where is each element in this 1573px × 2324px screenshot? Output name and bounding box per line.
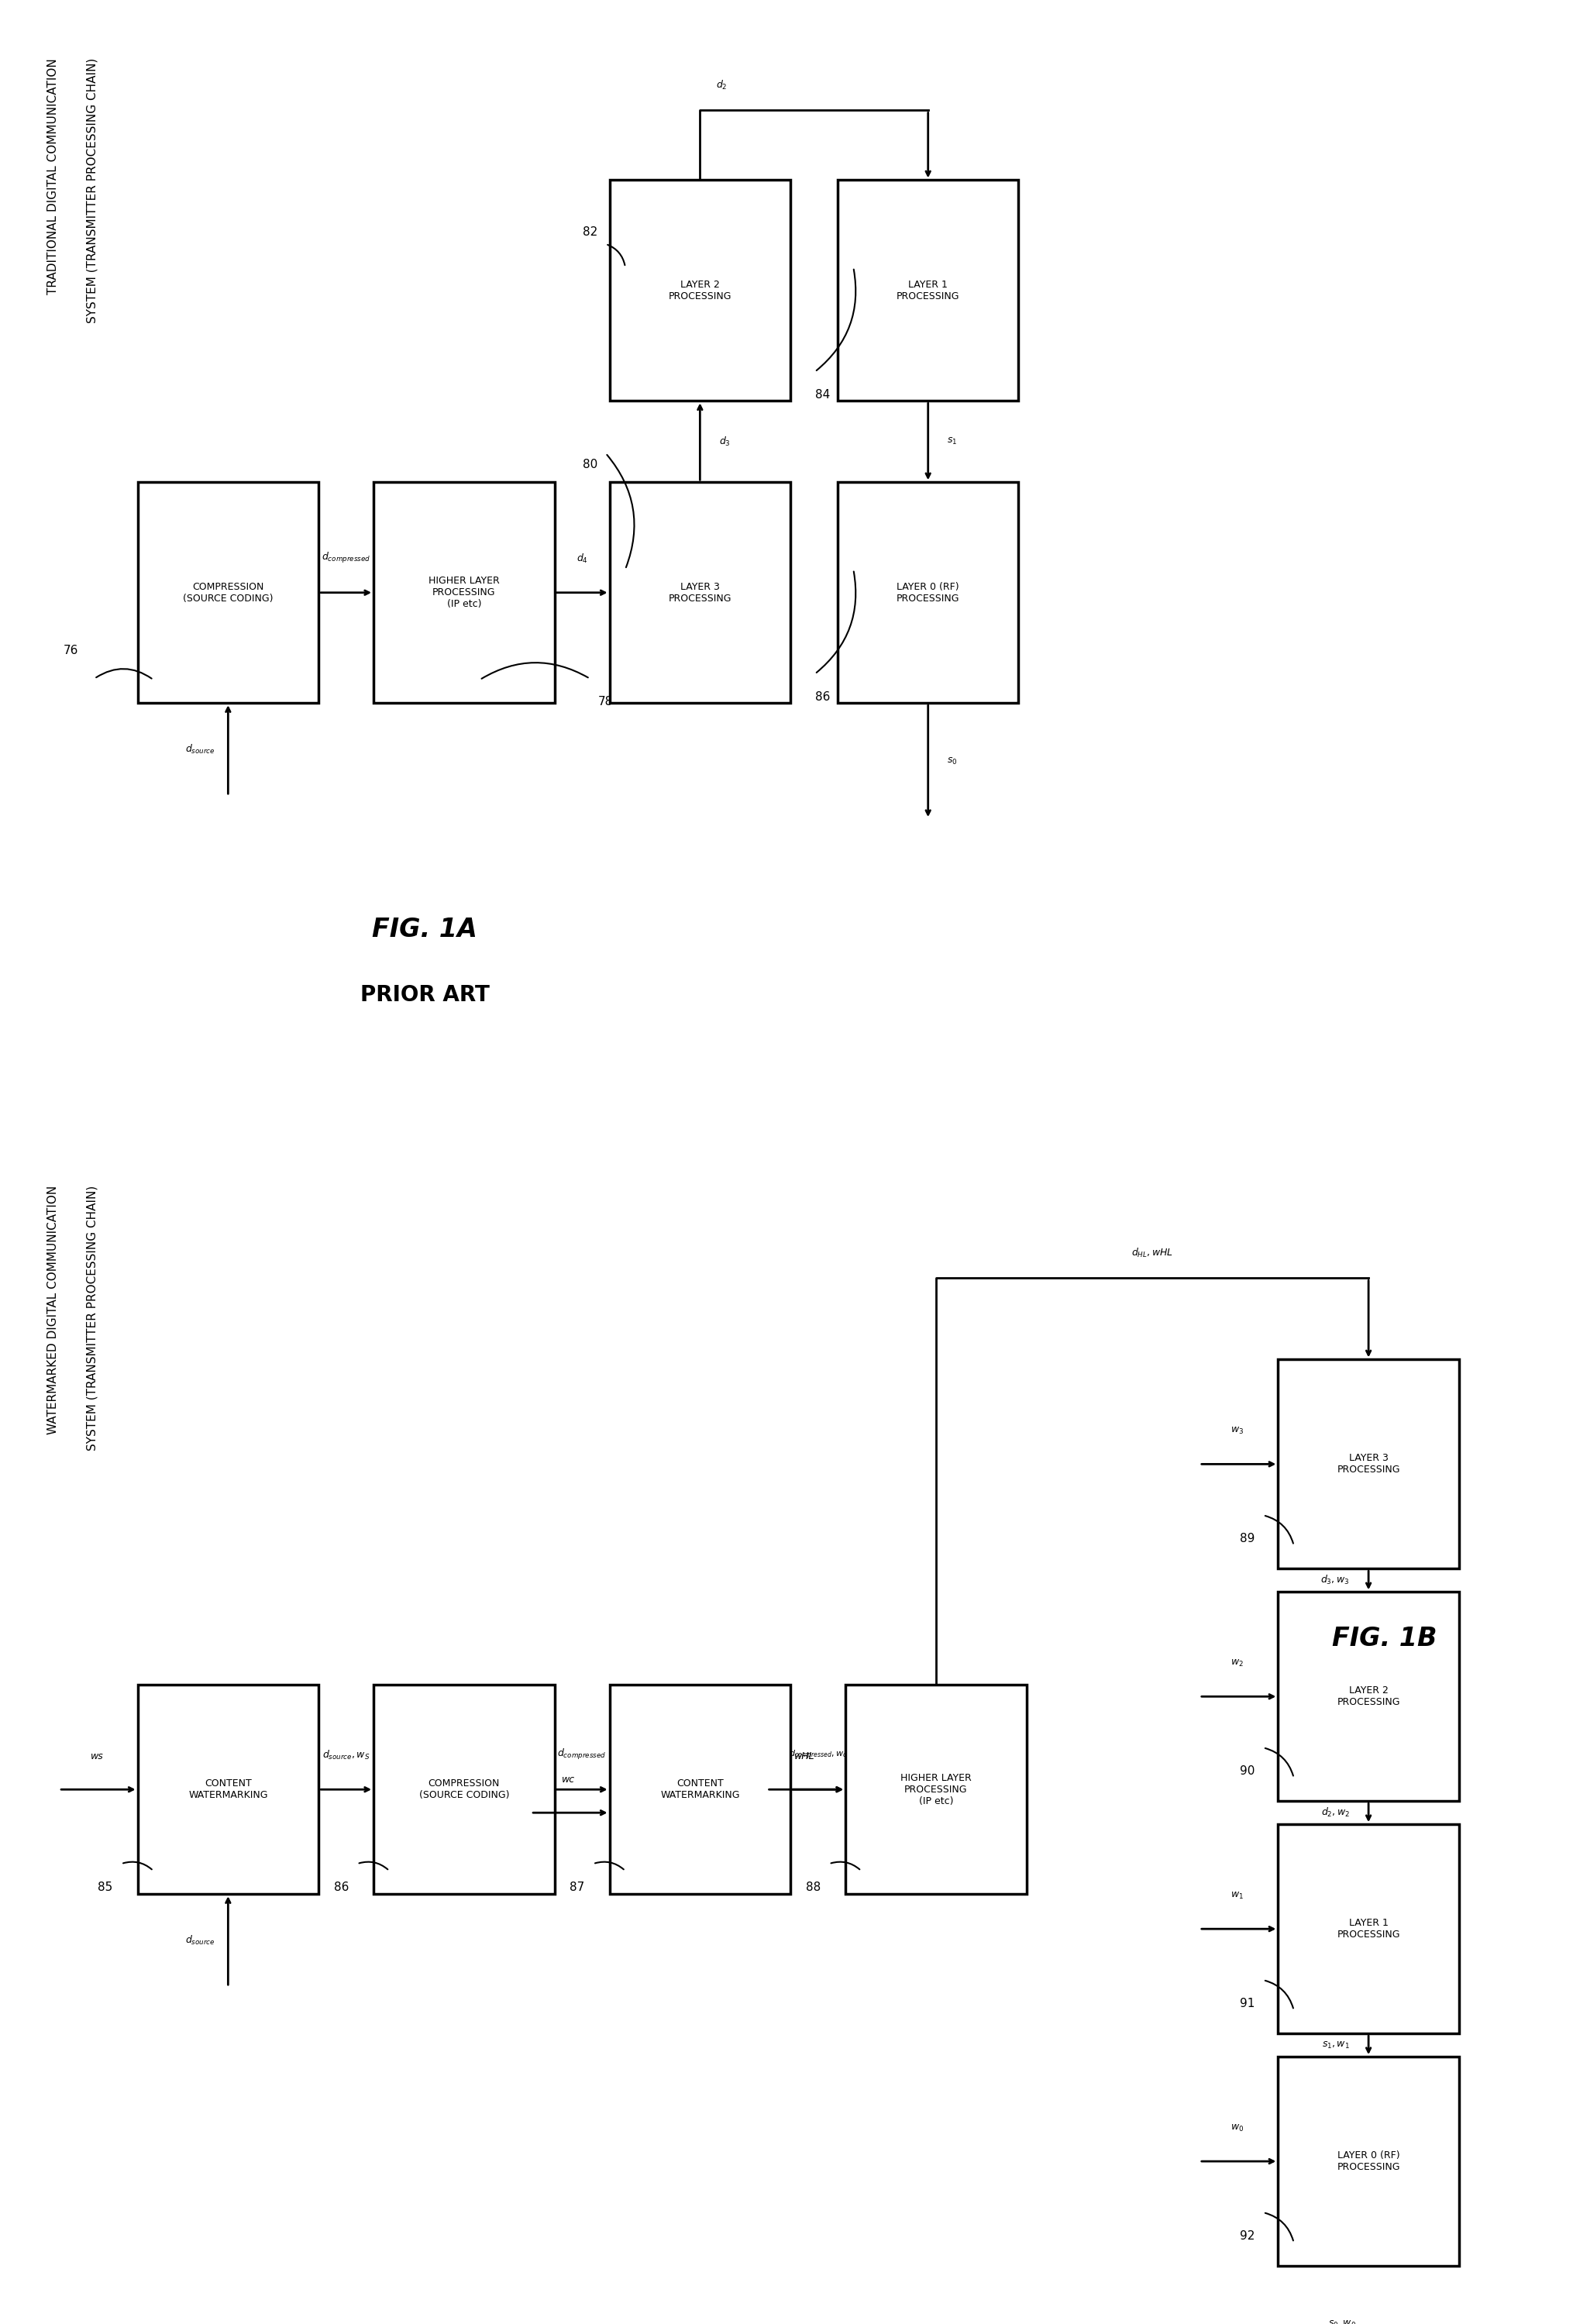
Bar <box>609 483 790 702</box>
Bar <box>837 483 1019 702</box>
Text: $w_2$: $w_2$ <box>1230 1659 1244 1669</box>
Text: 92: 92 <box>1240 2229 1255 2243</box>
Text: COMPRESSION
(SOURCE CODING): COMPRESSION (SOURCE CODING) <box>182 581 274 604</box>
Text: 91: 91 <box>1240 1996 1255 2010</box>
Text: $d_{compressed}, w_c$: $d_{compressed}, w_c$ <box>788 1750 848 1762</box>
Text: $d_{compressed}$: $d_{compressed}$ <box>321 551 371 565</box>
Text: $s_1$: $s_1$ <box>947 437 958 446</box>
Text: $d_3,w_3$: $d_3,w_3$ <box>1321 1573 1350 1587</box>
Bar <box>846 1685 1026 1894</box>
Bar <box>1277 2057 1460 2266</box>
Text: PRIOR ART: PRIOR ART <box>360 983 489 1006</box>
Text: $d_{source}, w_S$: $d_{source}, w_S$ <box>322 1750 370 1762</box>
Text: 86: 86 <box>333 1880 349 1894</box>
Text: 90: 90 <box>1240 1764 1255 1778</box>
Bar <box>374 1685 554 1894</box>
Text: LAYER 1
PROCESSING: LAYER 1 PROCESSING <box>897 279 960 302</box>
Bar <box>1277 1824 1460 2034</box>
Bar <box>138 483 318 702</box>
Text: $d_{HL}, wHL$: $d_{HL}, wHL$ <box>1131 1248 1173 1260</box>
Text: 78: 78 <box>598 695 613 709</box>
Text: LAYER 0 (RF)
PROCESSING: LAYER 0 (RF) PROCESSING <box>897 581 960 604</box>
Text: $w_3$: $w_3$ <box>1230 1427 1244 1436</box>
Text: 89: 89 <box>1240 1532 1255 1545</box>
Text: $d_{source}$: $d_{source}$ <box>186 1934 216 1948</box>
Text: 87: 87 <box>569 1880 585 1894</box>
Text: 82: 82 <box>582 225 598 239</box>
Text: HIGHER LAYER
PROCESSING
(IP etc): HIGHER LAYER PROCESSING (IP etc) <box>428 576 500 609</box>
Text: TRADITIONAL DIGITAL COMMUNICATION: TRADITIONAL DIGITAL COMMUNICATION <box>47 58 58 295</box>
Text: $s_0$: $s_0$ <box>947 755 958 767</box>
Text: LAYER 1
PROCESSING: LAYER 1 PROCESSING <box>1337 1917 1400 1941</box>
Text: LAYER 3
PROCESSING: LAYER 3 PROCESSING <box>1337 1452 1400 1476</box>
Text: $d_2$: $d_2$ <box>716 79 727 93</box>
Text: CONTENT
WATERMARKING: CONTENT WATERMARKING <box>661 1778 739 1801</box>
Text: 85: 85 <box>98 1880 113 1894</box>
Text: 80: 80 <box>582 458 598 472</box>
Text: SYSTEM (TRANSMITTER PROCESSING CHAIN): SYSTEM (TRANSMITTER PROCESSING CHAIN) <box>87 1185 98 1450</box>
Bar <box>837 181 1019 400</box>
Text: HIGHER LAYER
PROCESSING
(IP etc): HIGHER LAYER PROCESSING (IP etc) <box>900 1773 972 1806</box>
Text: LAYER 2
PROCESSING: LAYER 2 PROCESSING <box>669 279 731 302</box>
Text: ws: ws <box>90 1752 104 1762</box>
Bar <box>1277 1592 1460 1801</box>
Text: $w_1$: $w_1$ <box>1230 1892 1244 1901</box>
Text: wc: wc <box>562 1776 576 1785</box>
Text: $s_1,w_1$: $s_1,w_1$ <box>1321 2040 1350 2050</box>
Text: COMPRESSION
(SOURCE CODING): COMPRESSION (SOURCE CODING) <box>418 1778 510 1801</box>
Text: $d_{source}$: $d_{source}$ <box>186 744 216 755</box>
Text: FIG. 1B: FIG. 1B <box>1332 1624 1436 1652</box>
Text: LAYER 3
PROCESSING: LAYER 3 PROCESSING <box>669 581 731 604</box>
Text: $d_2,w_2$: $d_2,w_2$ <box>1321 1806 1350 1820</box>
Bar <box>609 1685 790 1894</box>
Text: 86: 86 <box>815 690 831 704</box>
Text: $w_0$: $w_0$ <box>1230 2124 1244 2133</box>
Bar <box>374 483 554 702</box>
Bar <box>138 1685 318 1894</box>
Bar <box>1277 1360 1460 1569</box>
Text: SYSTEM (TRANSMITTER PROCESSING CHAIN): SYSTEM (TRANSMITTER PROCESSING CHAIN) <box>87 58 98 323</box>
Text: 88: 88 <box>805 1880 821 1894</box>
Text: WATERMARKED DIGITAL COMMUNICATION: WATERMARKED DIGITAL COMMUNICATION <box>47 1185 58 1434</box>
Text: $d_{compressed}$: $d_{compressed}$ <box>557 1748 607 1762</box>
Text: $d_4$: $d_4$ <box>576 553 588 565</box>
Bar <box>609 181 790 400</box>
Text: $d_3$: $d_3$ <box>719 435 730 449</box>
Text: wHL: wHL <box>794 1752 815 1762</box>
Text: 84: 84 <box>815 388 831 402</box>
Text: 76: 76 <box>63 644 79 658</box>
Text: CONTENT
WATERMARKING: CONTENT WATERMARKING <box>189 1778 267 1801</box>
Text: LAYER 0 (RF)
PROCESSING: LAYER 0 (RF) PROCESSING <box>1337 2150 1400 2173</box>
Text: $s_0,w_0$: $s_0,w_0$ <box>1328 2319 1356 2324</box>
Text: FIG. 1A: FIG. 1A <box>373 916 477 944</box>
Text: LAYER 2
PROCESSING: LAYER 2 PROCESSING <box>1337 1685 1400 1708</box>
